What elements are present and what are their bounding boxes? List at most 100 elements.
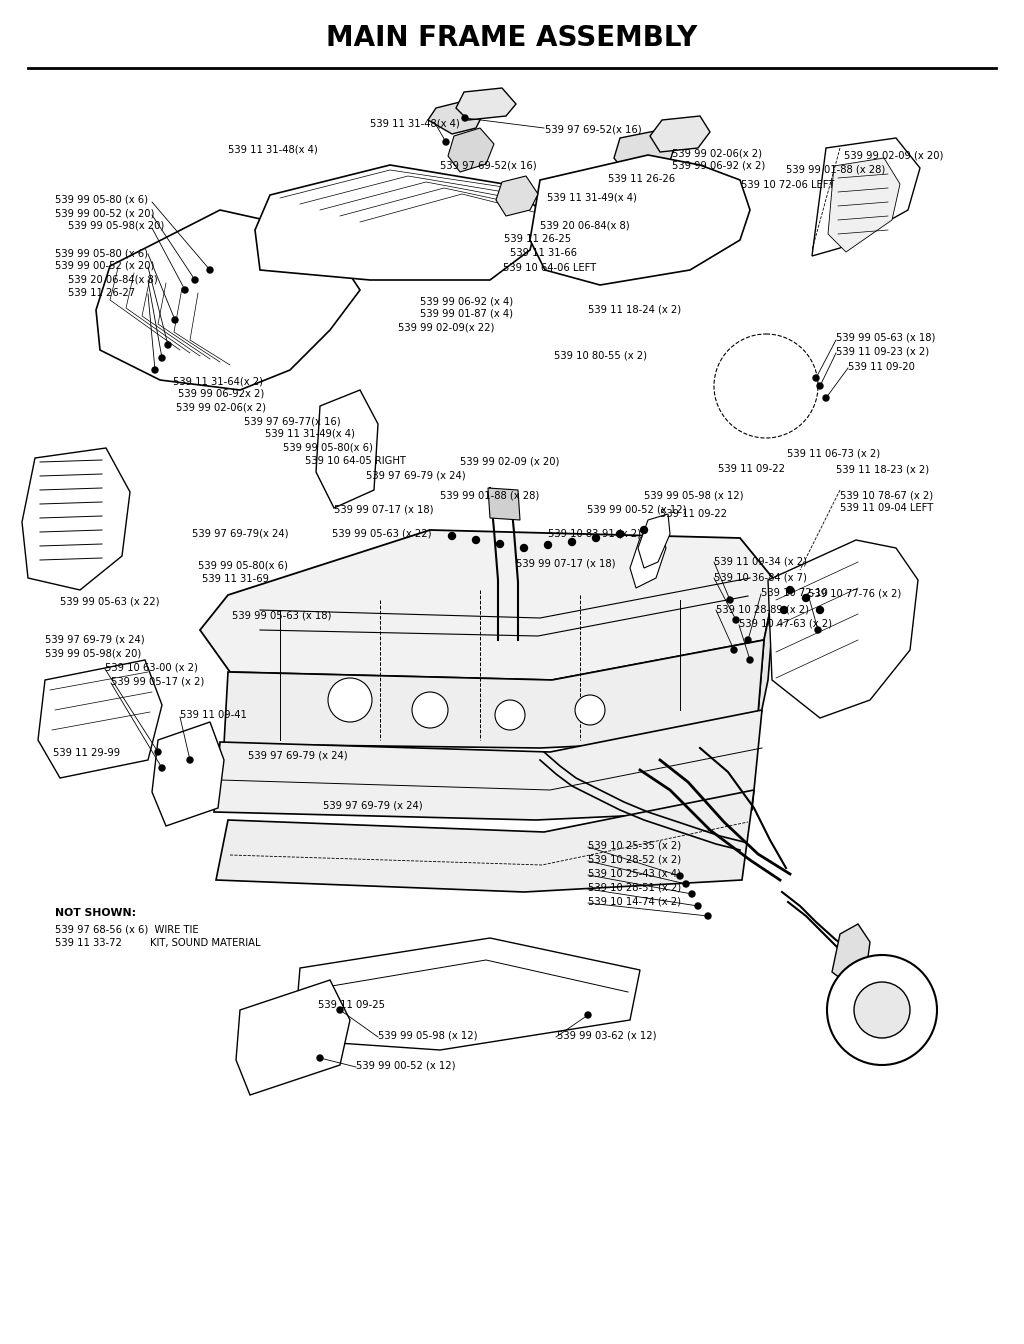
Text: 539 10 72-10: 539 10 72-10 xyxy=(761,589,827,598)
Text: 539 11 31-49(x 4): 539 11 31-49(x 4) xyxy=(547,192,637,202)
Text: 539 99 03-62 (x 12): 539 99 03-62 (x 12) xyxy=(557,1030,656,1040)
Text: 539 97 69-79 (x 24): 539 97 69-79 (x 24) xyxy=(45,634,144,644)
Text: 539 10 64-06 LEFT: 539 10 64-06 LEFT xyxy=(503,263,596,273)
Text: 539 10 78-67 (x 2): 539 10 78-67 (x 2) xyxy=(840,491,933,500)
Polygon shape xyxy=(236,980,350,1095)
Circle shape xyxy=(495,700,525,730)
Circle shape xyxy=(813,375,819,380)
Circle shape xyxy=(803,594,810,602)
Polygon shape xyxy=(488,488,520,520)
Text: NOT SHOWN:: NOT SHOWN: xyxy=(55,909,136,918)
Circle shape xyxy=(337,1007,343,1013)
Text: 539 20 06-84(x 8): 539 20 06-84(x 8) xyxy=(68,276,158,285)
Text: 539 99 05-80(x 6): 539 99 05-80(x 6) xyxy=(283,442,373,452)
Polygon shape xyxy=(650,116,710,152)
Text: 539 11 09-22: 539 11 09-22 xyxy=(718,464,785,474)
Text: 539 99 05-63 (x 22): 539 99 05-63 (x 22) xyxy=(60,595,160,606)
Polygon shape xyxy=(152,722,224,827)
Text: 539 97 69-52(x 16): 539 97 69-52(x 16) xyxy=(440,160,537,169)
Text: 539 99 01-88 (x 28): 539 99 01-88 (x 28) xyxy=(786,165,886,175)
Text: 539 99 05-98 (x 12): 539 99 05-98 (x 12) xyxy=(644,491,743,500)
Circle shape xyxy=(683,882,689,887)
Text: 539 99 06-92 (x 2): 539 99 06-92 (x 2) xyxy=(672,161,765,171)
Polygon shape xyxy=(255,165,540,280)
Text: 539 99 01-88 (x 28): 539 99 01-88 (x 28) xyxy=(440,491,540,500)
Text: 539 97 69-79(x 24): 539 97 69-79(x 24) xyxy=(193,528,289,538)
Text: 539 11 29-99: 539 11 29-99 xyxy=(53,749,120,758)
Text: 539 99 02-09 (x 20): 539 99 02-09 (x 20) xyxy=(844,151,943,160)
Polygon shape xyxy=(316,390,378,508)
Text: 539 11 26-25: 539 11 26-25 xyxy=(504,234,571,245)
Text: 539 99 06-92 (x 4): 539 99 06-92 (x 4) xyxy=(420,296,513,306)
Text: 539 11 09-04 LEFT: 539 11 09-04 LEFT xyxy=(840,503,933,513)
Text: 539 11 31-49(x 4): 539 11 31-49(x 4) xyxy=(265,429,355,439)
Circle shape xyxy=(187,757,193,763)
Polygon shape xyxy=(294,938,640,1050)
Text: 539 97 69-52(x 16): 539 97 69-52(x 16) xyxy=(545,125,642,134)
Text: 539 11 09-25: 539 11 09-25 xyxy=(318,1000,385,1009)
Text: 539 11 31-48(x 4): 539 11 31-48(x 4) xyxy=(370,118,460,128)
Circle shape xyxy=(823,395,829,401)
Text: 539 99 00-52 (x 20): 539 99 00-52 (x 20) xyxy=(55,261,155,271)
Text: 539 11 18-24 (x 2): 539 11 18-24 (x 2) xyxy=(588,305,681,314)
Polygon shape xyxy=(638,513,670,569)
Text: 539 99 00-52 (x 12): 539 99 00-52 (x 12) xyxy=(587,504,686,513)
Text: 539 11 09-23 (x 2): 539 11 09-23 (x 2) xyxy=(836,345,929,356)
Circle shape xyxy=(159,765,165,771)
Text: 539 99 01-87 (x 4): 539 99 01-87 (x 4) xyxy=(420,309,513,319)
Text: 539 11 09-22: 539 11 09-22 xyxy=(660,509,727,519)
Text: 539 99 00-52 (x 20): 539 99 00-52 (x 20) xyxy=(55,208,155,218)
Text: 539 10 28-52 (x 2): 539 10 28-52 (x 2) xyxy=(588,853,681,864)
Polygon shape xyxy=(630,528,666,589)
Circle shape xyxy=(817,383,823,388)
Circle shape xyxy=(731,646,737,653)
Circle shape xyxy=(640,527,647,534)
Text: 539 10 72-06 LEFT: 539 10 72-06 LEFT xyxy=(741,180,835,190)
Circle shape xyxy=(182,288,188,293)
Polygon shape xyxy=(812,138,920,255)
Text: 539 99 05-98(x 20): 539 99 05-98(x 20) xyxy=(68,220,164,231)
Text: 539 99 05-63 (x 22): 539 99 05-63 (x 22) xyxy=(332,528,431,538)
Polygon shape xyxy=(831,925,870,984)
Text: 539 11 31-48(x 4): 539 11 31-48(x 4) xyxy=(228,145,317,155)
Circle shape xyxy=(695,903,701,909)
Circle shape xyxy=(815,628,821,633)
Polygon shape xyxy=(496,176,538,216)
Circle shape xyxy=(689,891,695,896)
Text: 539 11 18-23 (x 2): 539 11 18-23 (x 2) xyxy=(836,464,929,474)
Text: 539 99 02-09(x 22): 539 99 02-09(x 22) xyxy=(398,323,495,333)
Text: 539 99 05-80(x 6): 539 99 05-80(x 6) xyxy=(198,560,288,570)
Text: 539 99 05-80 (x 6): 539 99 05-80 (x 6) xyxy=(55,249,148,258)
Circle shape xyxy=(155,749,161,755)
Circle shape xyxy=(443,138,449,145)
Circle shape xyxy=(412,692,449,728)
Circle shape xyxy=(575,695,605,724)
Text: 539 10 47-63 (x 2): 539 10 47-63 (x 2) xyxy=(739,618,831,628)
Text: 539 10 25-35 (x 2): 539 10 25-35 (x 2) xyxy=(588,840,681,849)
Text: 539 11 26-26: 539 11 26-26 xyxy=(608,173,675,184)
Circle shape xyxy=(746,657,753,663)
Text: MAIN FRAME ASSEMBLY: MAIN FRAME ASSEMBLY xyxy=(327,24,697,52)
Polygon shape xyxy=(614,130,674,176)
Circle shape xyxy=(172,317,178,323)
Circle shape xyxy=(568,539,575,546)
Circle shape xyxy=(165,341,171,348)
Circle shape xyxy=(593,535,599,542)
Circle shape xyxy=(733,617,739,624)
Text: 539 11 31-64(x 2): 539 11 31-64(x 2) xyxy=(173,376,263,386)
Circle shape xyxy=(827,956,937,1064)
Circle shape xyxy=(207,267,213,273)
Circle shape xyxy=(745,637,751,642)
Text: 539 97 68-56 (x 6)  WIRE TIE: 539 97 68-56 (x 6) WIRE TIE xyxy=(55,925,199,934)
Text: 539 99 02-06(x 2): 539 99 02-06(x 2) xyxy=(672,148,762,159)
Text: 539 99 05-80 (x 6): 539 99 05-80 (x 6) xyxy=(55,195,148,206)
Text: 539 11 31-66: 539 11 31-66 xyxy=(510,249,577,258)
Text: 539 11 09-34 (x 2): 539 11 09-34 (x 2) xyxy=(714,556,807,566)
Circle shape xyxy=(497,540,504,547)
Polygon shape xyxy=(214,710,762,820)
Polygon shape xyxy=(530,155,750,285)
Polygon shape xyxy=(200,530,776,680)
Text: 539 99 07-17 (x 18): 539 99 07-17 (x 18) xyxy=(516,558,615,569)
Text: 539 10 80-55 (x 2): 539 10 80-55 (x 2) xyxy=(554,349,647,360)
Text: 539 97 69-79 (x 24): 539 97 69-79 (x 24) xyxy=(248,750,347,759)
